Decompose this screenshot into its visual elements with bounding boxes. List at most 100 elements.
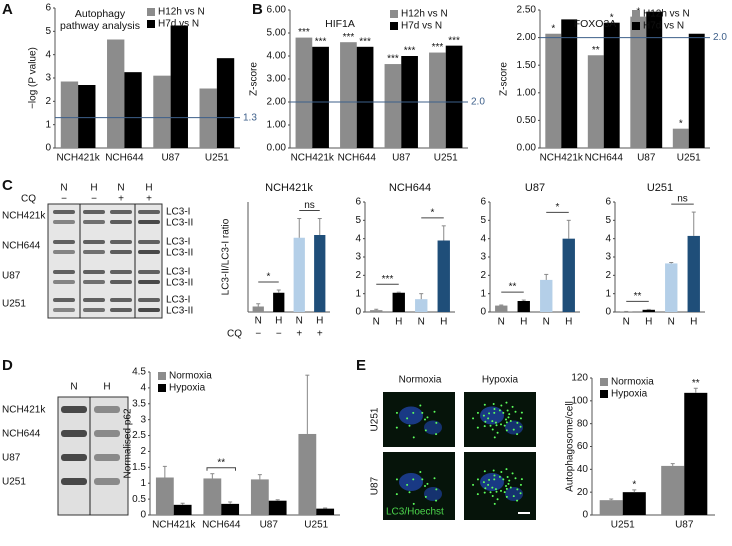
lc3-dot (489, 491, 492, 494)
bar (356, 46, 374, 148)
legend-swatch (390, 10, 398, 18)
bar (203, 478, 222, 515)
band (83, 250, 105, 254)
y-tick-label: 6 (355, 197, 361, 208)
lc3-dot (498, 409, 501, 412)
row-label: U251 (2, 299, 26, 310)
lc3-dot (395, 426, 398, 429)
y-tick-label: 4 (355, 233, 361, 244)
bar (268, 500, 287, 515)
lc3-dot (487, 417, 490, 420)
lane-label: N (60, 183, 67, 194)
bar (250, 479, 269, 515)
bar (445, 45, 463, 148)
legend-swatch (158, 384, 166, 392)
x-tick-label: NCH644 (585, 153, 624, 164)
x-tick-label: NCH421k (291, 153, 335, 164)
y-tick-label: 0 (582, 510, 588, 521)
y-tick-label: 4 (480, 233, 486, 244)
lc3-dot (506, 409, 509, 412)
bar (665, 263, 678, 312)
cq-title: CQ (21, 194, 36, 205)
y-tick-label: 100 (571, 395, 588, 406)
y-tick-label: 0 (140, 510, 146, 521)
nucleus (505, 420, 523, 435)
x-tick-label: U87 (392, 153, 411, 164)
band (83, 220, 105, 224)
y-tick-label: 4 (45, 49, 51, 60)
y-tick-label: 2.00 (517, 32, 537, 43)
lc3-dot (493, 478, 496, 481)
cq-label: + (317, 329, 323, 340)
bar (688, 33, 705, 148)
bar (661, 465, 685, 515)
band (83, 298, 105, 302)
bar (495, 305, 508, 312)
band (138, 298, 160, 302)
legend-label: H7d vs N (643, 21, 684, 32)
x-tick-label: U251 (205, 153, 229, 164)
lc3-dot (395, 478, 398, 481)
y-tick-label: 2 (45, 96, 51, 107)
lc3-dot (491, 486, 494, 489)
lc3-dot (476, 426, 479, 429)
nucleus (424, 420, 442, 435)
band (83, 240, 105, 244)
y-tick-label: 1 (45, 119, 51, 130)
significance-label: *** (298, 27, 310, 38)
row-label: NCH421k (2, 405, 46, 416)
lc3-dot (406, 417, 409, 420)
band (83, 308, 105, 312)
bar (587, 55, 604, 148)
lc3-dot (505, 429, 508, 432)
bar (295, 37, 313, 148)
y-axis-label: Autophagosome/cell (565, 401, 576, 492)
band (83, 270, 105, 274)
y-tick-label: 1.50 (517, 60, 537, 71)
lc3-dot (489, 424, 492, 427)
lc3-dot (484, 420, 487, 423)
y-tick-label: 1.00 (267, 120, 287, 131)
x-tick-label: U251 (434, 153, 458, 164)
lc3-dot (412, 436, 415, 439)
y-tick-label: 2 (480, 270, 486, 281)
panel-letter: A (2, 1, 13, 18)
lane-label: H (145, 183, 152, 194)
bar (384, 64, 402, 148)
y-tick-label: 5 (605, 215, 611, 226)
bar (155, 477, 174, 515)
y-tick-label: 80 (577, 418, 589, 429)
column-label: Normoxia (399, 375, 442, 386)
lc3-dot (505, 495, 508, 498)
y-tick-label: 6.00 (267, 5, 287, 16)
chart-title: HIF1A (325, 18, 355, 30)
bar (517, 301, 530, 312)
significance-label: * (610, 12, 614, 23)
significance-label: ns (677, 194, 688, 205)
x-tick-label: N (498, 317, 505, 328)
band (53, 250, 75, 254)
band-label: LC3-I (166, 237, 190, 248)
lc3-dot (505, 487, 508, 490)
x-tick-label: H (690, 317, 697, 328)
lc3-dot (493, 436, 496, 439)
band-label: LC3-II (166, 306, 193, 317)
bar (630, 16, 647, 149)
lc3-dot (482, 481, 485, 484)
bar (622, 492, 646, 515)
bar (646, 11, 663, 148)
significance-label: ** (692, 378, 700, 389)
significance-label: ns (304, 200, 315, 211)
y-tick-label: 4 (605, 233, 611, 244)
band (110, 220, 132, 224)
lc3-dot (483, 403, 486, 406)
lc3-dot (491, 428, 494, 431)
band (53, 308, 75, 312)
x-tick-label: N (373, 317, 380, 328)
x-tick-label: N (623, 317, 630, 328)
band-label: LC3-II (166, 248, 193, 259)
x-tick-label: NCH644 (105, 153, 144, 164)
x-tick-label: NCH421k (540, 153, 584, 164)
bar (124, 72, 142, 148)
y-tick-label: 4.00 (267, 51, 287, 62)
